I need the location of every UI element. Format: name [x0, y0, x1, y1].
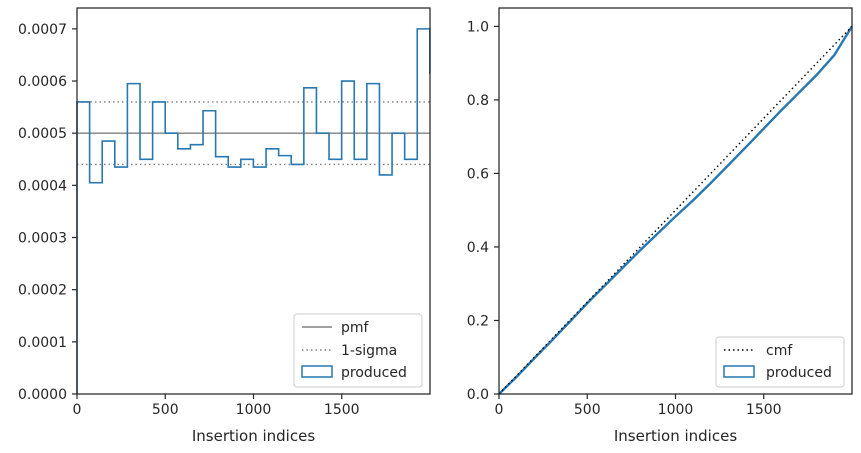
left-chart: 0 500 1000 1500 0.00000.00010.00020.00030.0… — [18, 7, 431, 445]
right-legend-produced-swatch — [723, 365, 755, 378]
left-legend-pmf-label: pmf — [341, 320, 370, 336]
right-legend-cmf-label: cmf — [766, 343, 793, 359]
y-tick-label: 0.0006 — [18, 74, 67, 90]
y-tick-label: 0.0 — [467, 387, 489, 403]
y-tick-label: 1.0 — [467, 19, 489, 35]
produced-cumulative-line — [498, 25, 854, 395]
right-legend: cmf produced — [715, 336, 845, 388]
y-tick-label: 0.0002 — [18, 283, 67, 299]
left-legend: pmf 1-sigma produced — [293, 313, 423, 388]
right-x-axis: 0 500 1000 1500 — [495, 394, 782, 418]
produced-histogram-line — [76, 28, 431, 394]
x-tick-label: 1500 — [746, 402, 782, 418]
x-tick-label: 1000 — [236, 402, 272, 418]
y-tick-label: 0.0005 — [18, 126, 67, 142]
y-tick-label: 0.0003 — [18, 231, 67, 247]
left-y-axis: 0.0000 0.0001 0.0002 0.0003 0.0004 0.0005 0.00… — [18, 22, 77, 403]
right-chart: 0 500 1000 1500 0.0 0.2 0.4 0.6 0.8 1.0 Insertio… — [467, 7, 854, 445]
right-y-axis: 0.0 0.2 0.4 0.6 0.8 1.0 — [467, 19, 499, 403]
y-tick-label: 0.0001 — [18, 335, 67, 351]
left-legend-produced-swatch — [301, 365, 333, 378]
x-tick-label: 500 — [574, 402, 601, 418]
x-tick-label: 1000 — [658, 402, 694, 418]
right-series — [498, 25, 854, 395]
y-tick-label: 0.6 — [467, 166, 489, 182]
left-plot-frame — [76, 7, 431, 395]
x-tick-label: 0 — [495, 402, 504, 418]
y-tick-label: 0.0004 — [18, 178, 67, 194]
right-plot-frame — [498, 7, 853, 395]
x-tick-label: 500 — [152, 402, 179, 418]
left-legend-sigma-label: 1-sigma — [341, 343, 397, 359]
left-x-axis: 0 500 1000 1500 — [73, 394, 360, 418]
x-tick-label: 0 — [73, 402, 82, 418]
left-series — [76, 28, 431, 394]
left-x-axis-label: Insertion indices — [192, 427, 315, 445]
y-tick-label: 0.0000 — [18, 387, 67, 403]
y-tick-label: 0.4 — [467, 240, 489, 256]
left-legend-produced-label: produced — [341, 365, 407, 381]
x-tick-label: 1500 — [324, 402, 360, 418]
y-tick-label: 0.2 — [467, 313, 489, 329]
left-legend-box — [293, 313, 423, 388]
right-plot-background — [499, 8, 852, 394]
right-x-axis-label: Insertion indices — [614, 427, 737, 445]
y-tick-label: 0.8 — [467, 93, 489, 109]
right-legend-produced-label: produced — [766, 365, 832, 381]
y-tick-label: 0.0007 — [18, 22, 67, 38]
